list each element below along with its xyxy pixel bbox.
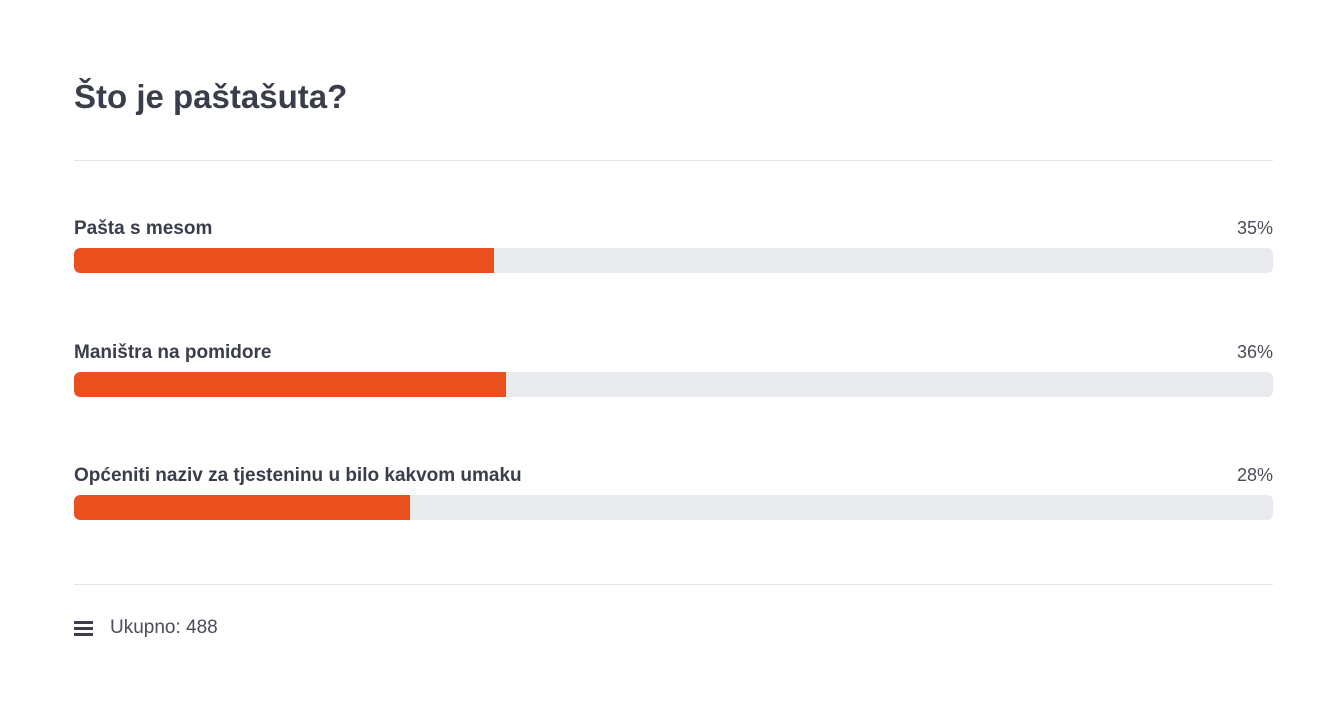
progress-fill [74,495,410,520]
option-percent: 36% [1236,342,1273,362]
option-percent: 35% [1236,218,1273,238]
progress-track [74,495,1273,520]
poll-footer: Ukupno: 488 [74,617,218,639]
progress-track [74,248,1273,273]
progress-track [74,372,1273,397]
option-label: Općeniti naziv za tjesteninu u bilo kakv… [74,465,522,486]
poll-option[interactable]: Općeniti naziv za tjesteninu u bilo kakv… [74,465,1273,545]
progress-fill [74,248,494,273]
option-percent: 28% [1236,465,1273,485]
progress-fill [74,372,506,397]
total-votes: Ukupno: 488 [110,617,218,638]
option-label: Pašta s mesom [74,218,213,239]
menu-icon [74,620,93,636]
poll-option[interactable]: Maništra na pomidore 36% [74,342,1273,422]
divider [74,160,1273,161]
divider [74,584,1273,585]
poll-title: Što je paštašuta? [74,78,348,115]
option-label: Maništra na pomidore [74,342,272,363]
poll-option[interactable]: Pašta s mesom 35% [74,218,1273,298]
